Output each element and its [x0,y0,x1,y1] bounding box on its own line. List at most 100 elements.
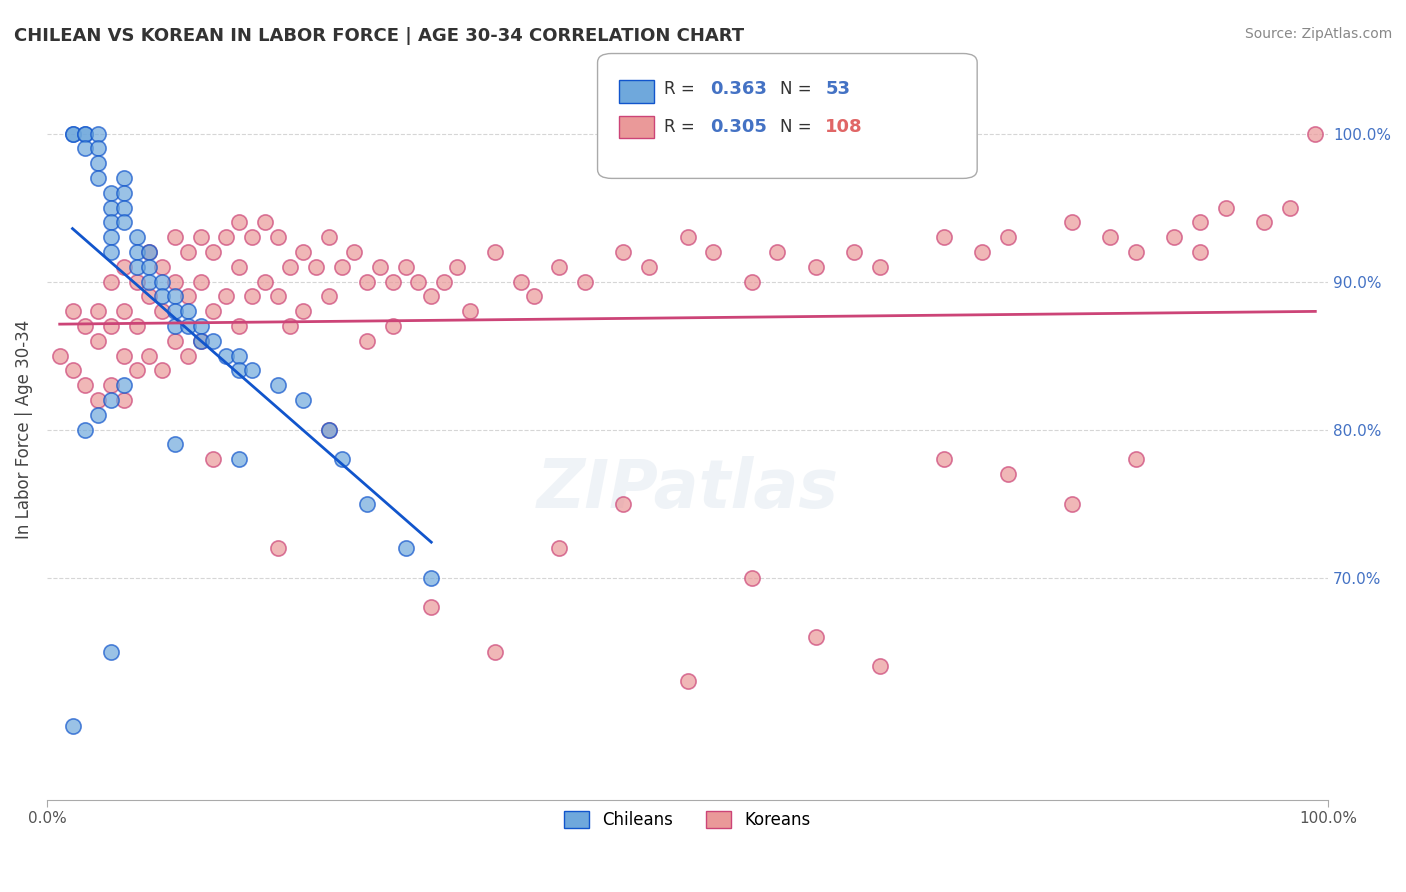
Point [292,392,315,407]
Point [1099,230,1122,244]
Point [574,275,596,289]
Point [87,156,110,170]
Point [741,275,763,289]
Point [87,141,110,155]
Point [523,289,546,303]
Point [112,260,135,274]
Point [62,127,84,141]
Point [266,541,288,555]
Point [484,244,506,259]
Point [202,334,225,348]
Point [253,275,276,289]
Point [548,541,571,555]
Point [278,260,301,274]
Point [138,275,160,289]
Point [48,349,70,363]
Point [318,423,340,437]
Point [676,230,699,244]
Point [87,127,110,141]
Point [997,467,1019,481]
Point [638,260,661,274]
Point [253,215,276,229]
Point [869,260,891,274]
Point [87,171,110,186]
Point [1305,127,1327,141]
Point [163,289,186,303]
Point [138,349,160,363]
Point [869,659,891,673]
Point [228,363,250,377]
Point [240,289,263,303]
Point [395,260,418,274]
Point [177,349,200,363]
Point [292,304,315,318]
Y-axis label: In Labor Force | Age 30-34: In Labor Force | Age 30-34 [15,320,32,539]
Text: 108: 108 [825,118,863,136]
Point [75,423,97,437]
Point [62,127,84,141]
Point [368,260,391,274]
Point [87,304,110,318]
Point [612,497,634,511]
Text: R =: R = [664,118,700,136]
Point [125,230,148,244]
Point [240,230,263,244]
Point [138,289,160,303]
Point [163,334,186,348]
Point [766,244,789,259]
Text: R =: R = [664,80,700,98]
Point [1215,201,1237,215]
Text: ZIPatlas: ZIPatlas [537,456,838,522]
Point [343,244,366,259]
Point [228,260,250,274]
Point [87,392,110,407]
Point [150,260,173,274]
Point [150,275,173,289]
Point [163,230,186,244]
Point [163,304,186,318]
Point [318,289,340,303]
Point [100,275,122,289]
Point [112,186,135,200]
Point [215,289,238,303]
Point [548,260,571,274]
Point [318,230,340,244]
Point [100,186,122,200]
Point [100,318,122,333]
Point [112,215,135,229]
Point [177,304,200,318]
Point [240,363,263,377]
Point [100,215,122,229]
Point [228,215,250,229]
Point [741,570,763,584]
Point [125,363,148,377]
Point [62,718,84,732]
Point [330,260,353,274]
Point [202,304,225,318]
Point [177,318,200,333]
Point [1163,230,1185,244]
Text: 0.305: 0.305 [710,118,766,136]
Point [87,408,110,422]
Point [266,230,288,244]
Point [215,349,238,363]
Point [112,171,135,186]
Point [266,378,288,392]
Point [190,334,212,348]
Point [420,570,443,584]
Point [87,334,110,348]
Point [62,363,84,377]
Text: N =: N = [780,118,817,136]
Point [1125,244,1147,259]
Point [112,378,135,392]
Point [702,244,724,259]
Point [150,363,173,377]
Legend: Chileans, Koreans: Chileans, Koreans [557,804,818,836]
Point [997,230,1019,244]
Point [138,244,160,259]
Point [215,230,238,244]
Point [190,334,212,348]
Point [202,452,225,467]
Point [150,289,173,303]
Point [804,260,827,274]
